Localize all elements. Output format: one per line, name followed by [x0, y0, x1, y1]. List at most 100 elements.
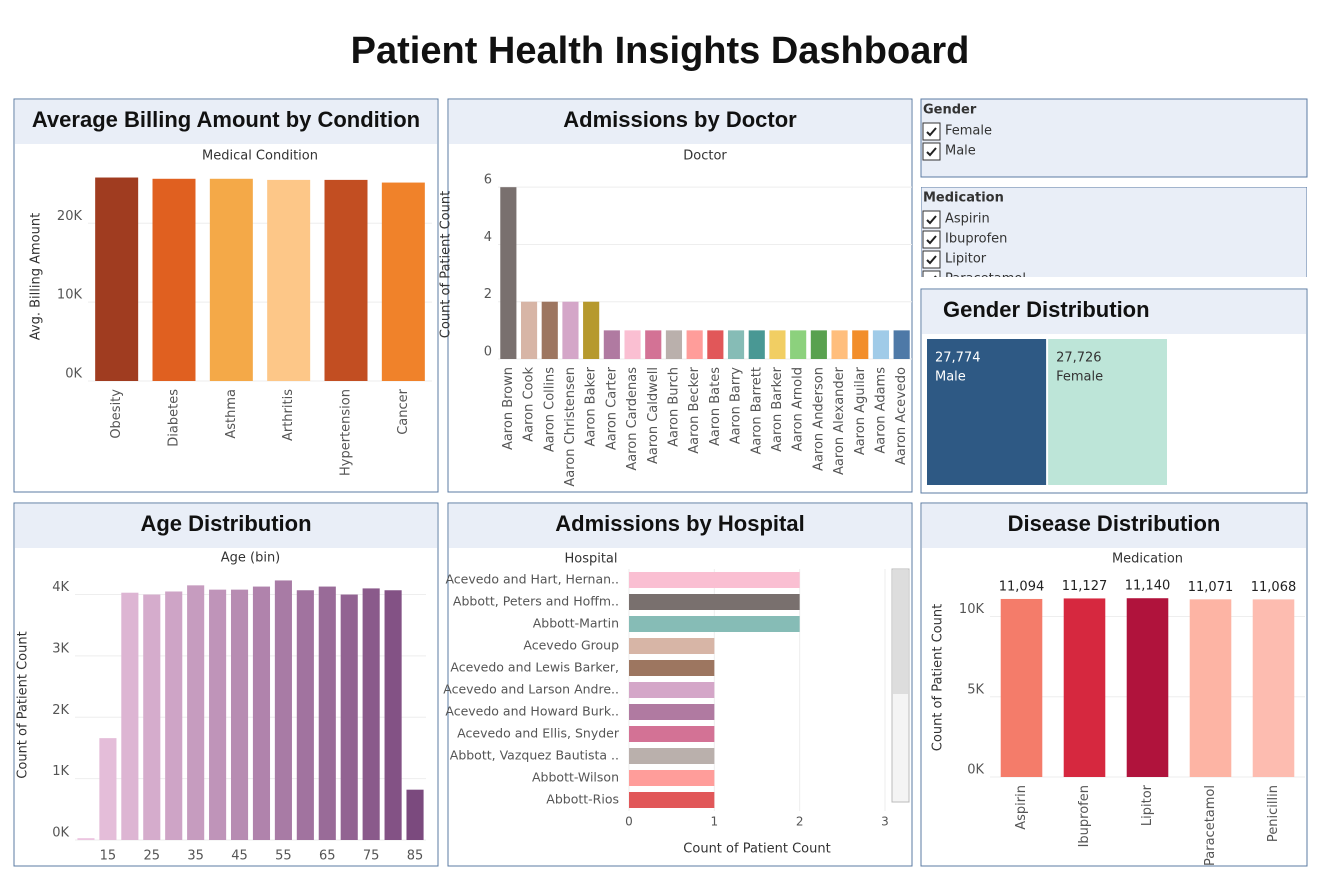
x-tick-label: Aaron Cardenas	[625, 367, 640, 471]
bar	[893, 330, 910, 359]
x-tick-label: Lipitor	[1140, 784, 1155, 826]
dashboard-title: Patient Health Insights Dashboard	[351, 30, 970, 72]
y-tick-label: 3K	[52, 641, 69, 656]
x-tick-label: 3	[881, 815, 889, 829]
chart-title: Age Distribution	[140, 511, 311, 536]
bar	[209, 178, 253, 381]
tile-value: 27,726	[1056, 351, 1102, 366]
filter-option[interactable]: Female	[945, 124, 992, 139]
bar	[629, 726, 715, 742]
x-tick-label: 65	[319, 849, 336, 864]
filter-box	[921, 187, 1307, 277]
x-tick-label: Hypertension	[339, 389, 354, 476]
y-tick-label: 1K	[52, 764, 69, 779]
bar	[629, 748, 715, 764]
tile-name: Female	[1056, 370, 1103, 385]
panel	[920, 502, 1308, 867]
bar	[707, 330, 724, 359]
x-tick-label: Aaron Caldwell	[646, 367, 661, 464]
bar	[252, 586, 271, 840]
filter-panel: Gender Female Male	[920, 98, 1308, 178]
bar	[629, 770, 715, 786]
x-tick-label: Aaron Baker	[584, 366, 599, 446]
bar	[77, 838, 95, 840]
checkbox[interactable]	[922, 210, 941, 229]
bar	[1126, 598, 1169, 777]
filter-option[interactable]: Aspirin	[945, 212, 990, 227]
x-tick-label: Ibuprofen	[1077, 785, 1092, 847]
value-label: 11,068	[1251, 580, 1297, 595]
x-tick-label: Aspirin	[1014, 785, 1029, 830]
y-tick-label: Acevedo and Hart, Hernan..	[445, 572, 619, 587]
bar	[629, 660, 715, 676]
bar	[1063, 598, 1106, 777]
value-label: 11,094	[999, 579, 1045, 594]
checkbox[interactable]	[922, 230, 941, 249]
x-tick-label: 1	[711, 815, 719, 829]
bar	[629, 682, 715, 698]
filter-option[interactable]: Paracetamol	[945, 272, 1026, 287]
x-tick-label: 2	[796, 815, 804, 829]
tile-name: Male	[935, 370, 966, 385]
y-tick-label: Acevedo and Lewis Barker,	[450, 660, 619, 675]
x-tick-label: Obesity	[109, 389, 124, 439]
filter-option[interactable]: Male	[945, 144, 976, 159]
bar	[165, 591, 183, 840]
filter-option[interactable]: Lipitor	[945, 252, 987, 267]
y-tick-label: 20K	[57, 209, 83, 224]
value-label: 11,071	[1188, 580, 1234, 595]
x-axis-title: Medication	[1112, 552, 1183, 567]
bar	[1252, 599, 1295, 777]
bar	[541, 301, 558, 359]
bar	[520, 301, 538, 359]
panel-header	[15, 504, 437, 548]
value-label: 11,127	[1062, 579, 1108, 594]
bar	[624, 330, 641, 359]
checkbox[interactable]	[922, 122, 941, 141]
chart-title: Disease Distribution	[1008, 511, 1221, 536]
bar	[1189, 599, 1232, 777]
filter-title: Gender	[923, 103, 977, 118]
scroll-thumb[interactable]	[893, 570, 908, 694]
y-tick-label: 0K	[52, 826, 69, 841]
bar	[603, 330, 620, 359]
treemap-tile	[927, 339, 1047, 485]
x-tick-label: 45	[231, 849, 248, 864]
x-tick-label: Paracetamol	[1203, 785, 1218, 866]
panel-header	[449, 504, 911, 548]
y-tick-label: 2K	[52, 703, 69, 718]
bar	[583, 301, 600, 359]
bar	[187, 585, 205, 840]
x-tick-label: Aaron Acevedo	[894, 367, 909, 465]
panel-header	[15, 100, 437, 144]
x-tick-label: Aaron Alexander	[832, 366, 847, 475]
y-tick-label: 0	[484, 345, 492, 360]
bar	[629, 638, 715, 654]
bar	[1000, 598, 1043, 777]
checkbox[interactable]	[922, 270, 941, 288]
x-tick-label: 85	[407, 849, 424, 864]
x-tick-label: Aaron Collins	[542, 367, 557, 452]
x-axis-title: Age (bin)	[221, 551, 281, 566]
checkbox[interactable]	[922, 250, 941, 269]
bar	[727, 330, 745, 359]
bar	[152, 178, 196, 381]
filter-option[interactable]: Ibuprofen	[945, 232, 1007, 247]
bar	[406, 789, 424, 840]
y-tick-label: 6	[484, 173, 492, 188]
y-tick-label: Abbott, Peters and Hoffm..	[453, 594, 619, 609]
checkmark	[926, 147, 937, 157]
bar	[748, 330, 765, 359]
x-tick-label: Aaron Bates	[708, 367, 723, 446]
bar	[500, 187, 517, 359]
x-axis-title: Doctor	[683, 149, 727, 164]
checkbox[interactable]	[922, 142, 941, 161]
y-axis-title: Count of Patient Count	[439, 191, 454, 338]
treemap-tile	[1048, 339, 1167, 485]
x-tick-label: Aaron Burch	[666, 367, 681, 447]
y-tick-label: 2	[484, 287, 492, 302]
tile-value: 27,774	[935, 351, 981, 366]
chart-title: Gender Distribution	[943, 297, 1150, 322]
x-tick-label: Aaron Christensen	[563, 367, 578, 487]
bar	[629, 616, 800, 632]
